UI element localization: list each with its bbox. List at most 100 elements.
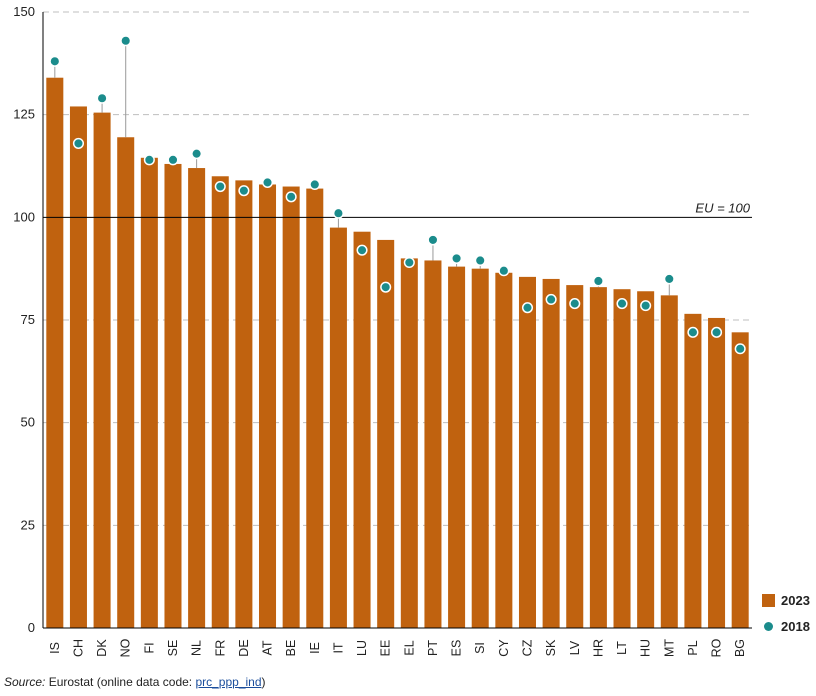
point-2018 <box>663 273 675 285</box>
point-2018 <box>640 300 652 312</box>
bar-2023 <box>518 276 536 628</box>
point-2018 <box>451 252 463 264</box>
reference-line-label: EU = 100 <box>695 200 750 215</box>
bar-2023 <box>329 227 347 628</box>
y-tick-label: 0 <box>28 620 35 635</box>
point-2018 <box>96 92 108 104</box>
x-tick-label: FR <box>213 640 227 657</box>
point-2018 <box>711 326 723 338</box>
legend-label-2018: 2018 <box>781 618 810 634</box>
x-tick-label: DK <box>95 639 109 657</box>
legend-swatch-2023 <box>762 593 775 607</box>
x-tick-label: MT <box>662 639 676 657</box>
bar-2023 <box>424 260 442 628</box>
x-tick-label: FI <box>142 642 156 653</box>
y-tick-label: 25 <box>21 517 35 532</box>
legend-item-2018: 2018 <box>762 613 810 639</box>
x-tick-label: ES <box>450 640 464 657</box>
y-tick-label: 50 <box>21 415 35 430</box>
bar-2023 <box>731 332 749 628</box>
point-2018 <box>356 244 368 256</box>
bar-2023 <box>259 184 277 629</box>
x-tick-label: CZ <box>520 639 534 656</box>
bar-2023 <box>188 168 206 628</box>
x-tick-label: LV <box>568 640 582 655</box>
bar-2023 <box>282 186 300 629</box>
point-2018 <box>545 293 557 306</box>
source-note: Source: Eurostat (online data code: prc_… <box>4 675 266 689</box>
bar-2023 <box>448 266 466 628</box>
x-tick-label: BE <box>284 640 298 657</box>
point-2018 <box>285 191 297 203</box>
x-tick-label: PT <box>426 640 440 656</box>
bar-2023 <box>69 106 87 629</box>
bar-2023 <box>93 112 111 628</box>
bar-2023 <box>211 176 229 628</box>
bar-2023 <box>164 163 182 629</box>
point-2018 <box>521 302 534 314</box>
x-tick-label: RO <box>710 638 724 657</box>
bar-2023 <box>306 188 324 628</box>
x-tick-label: IS <box>48 642 62 654</box>
bar-2023 <box>637 291 655 628</box>
point-2018 <box>427 234 439 246</box>
x-tick-label: EE <box>379 640 393 657</box>
bar-2023 <box>708 317 726 628</box>
source-text: Eurostat (online data code: <box>45 675 196 689</box>
y-tick-label: 150 <box>13 4 35 19</box>
bar-2023 <box>495 272 513 628</box>
point-2018 <box>72 137 84 149</box>
bar-2023 <box>353 231 371 628</box>
x-tick-label: SE <box>166 640 180 657</box>
point-2018 <box>734 343 746 355</box>
legend-label-2023: 2023 <box>781 592 810 608</box>
x-tick-label: HU <box>639 639 653 657</box>
point-2018 <box>120 35 132 47</box>
x-tick-label: NL <box>190 640 204 656</box>
x-tick-label: AT <box>261 640 275 655</box>
point-2018 <box>332 207 344 219</box>
point-2018 <box>616 298 628 310</box>
point-2018 <box>214 180 226 193</box>
source-end: ) <box>261 675 266 689</box>
x-tick-label: HR <box>591 639 605 657</box>
point-2018 <box>143 154 155 166</box>
x-tick-label: LT <box>615 641 629 655</box>
source-code-link[interactable]: prc_ppp_ind <box>195 675 262 689</box>
point-2018 <box>191 148 203 160</box>
bar-2023 <box>613 289 631 628</box>
x-tick-label: CY <box>497 639 511 657</box>
x-tick-label: EL <box>402 640 416 655</box>
x-tick-label: IT <box>331 642 345 653</box>
point-2018 <box>592 275 604 287</box>
point-2018 <box>380 281 392 293</box>
bar-2023 <box>117 137 135 628</box>
point-2018 <box>261 176 274 188</box>
bar-2023 <box>660 295 678 628</box>
bar-2023 <box>400 258 418 628</box>
point-2018 <box>569 298 581 310</box>
x-tick-label: DE <box>237 639 251 656</box>
y-tick-label: 125 <box>13 107 35 122</box>
y-tick-label: 100 <box>13 209 35 224</box>
source-label: Source: <box>4 675 46 689</box>
x-tick-label: LU <box>355 640 369 656</box>
legend: 2023 2018 <box>762 587 810 639</box>
bar-2023 <box>140 157 158 628</box>
bar-2023 <box>684 313 702 628</box>
y-tick-label: 75 <box>21 312 35 327</box>
bar-2023 <box>589 287 607 628</box>
bar-2023 <box>46 77 64 628</box>
bar-2023 <box>471 268 489 628</box>
x-tick-label: BG <box>733 639 747 657</box>
point-2018 <box>238 185 250 197</box>
point-2018 <box>309 178 321 191</box>
x-tick-label: IE <box>308 642 322 654</box>
bar-2023 <box>566 285 584 628</box>
x-tick-label: PL <box>686 640 700 655</box>
bar-2023 <box>235 180 253 628</box>
x-tick-label: SK <box>544 639 558 656</box>
x-tick-label: NO <box>119 638 133 657</box>
point-2018 <box>498 265 510 277</box>
